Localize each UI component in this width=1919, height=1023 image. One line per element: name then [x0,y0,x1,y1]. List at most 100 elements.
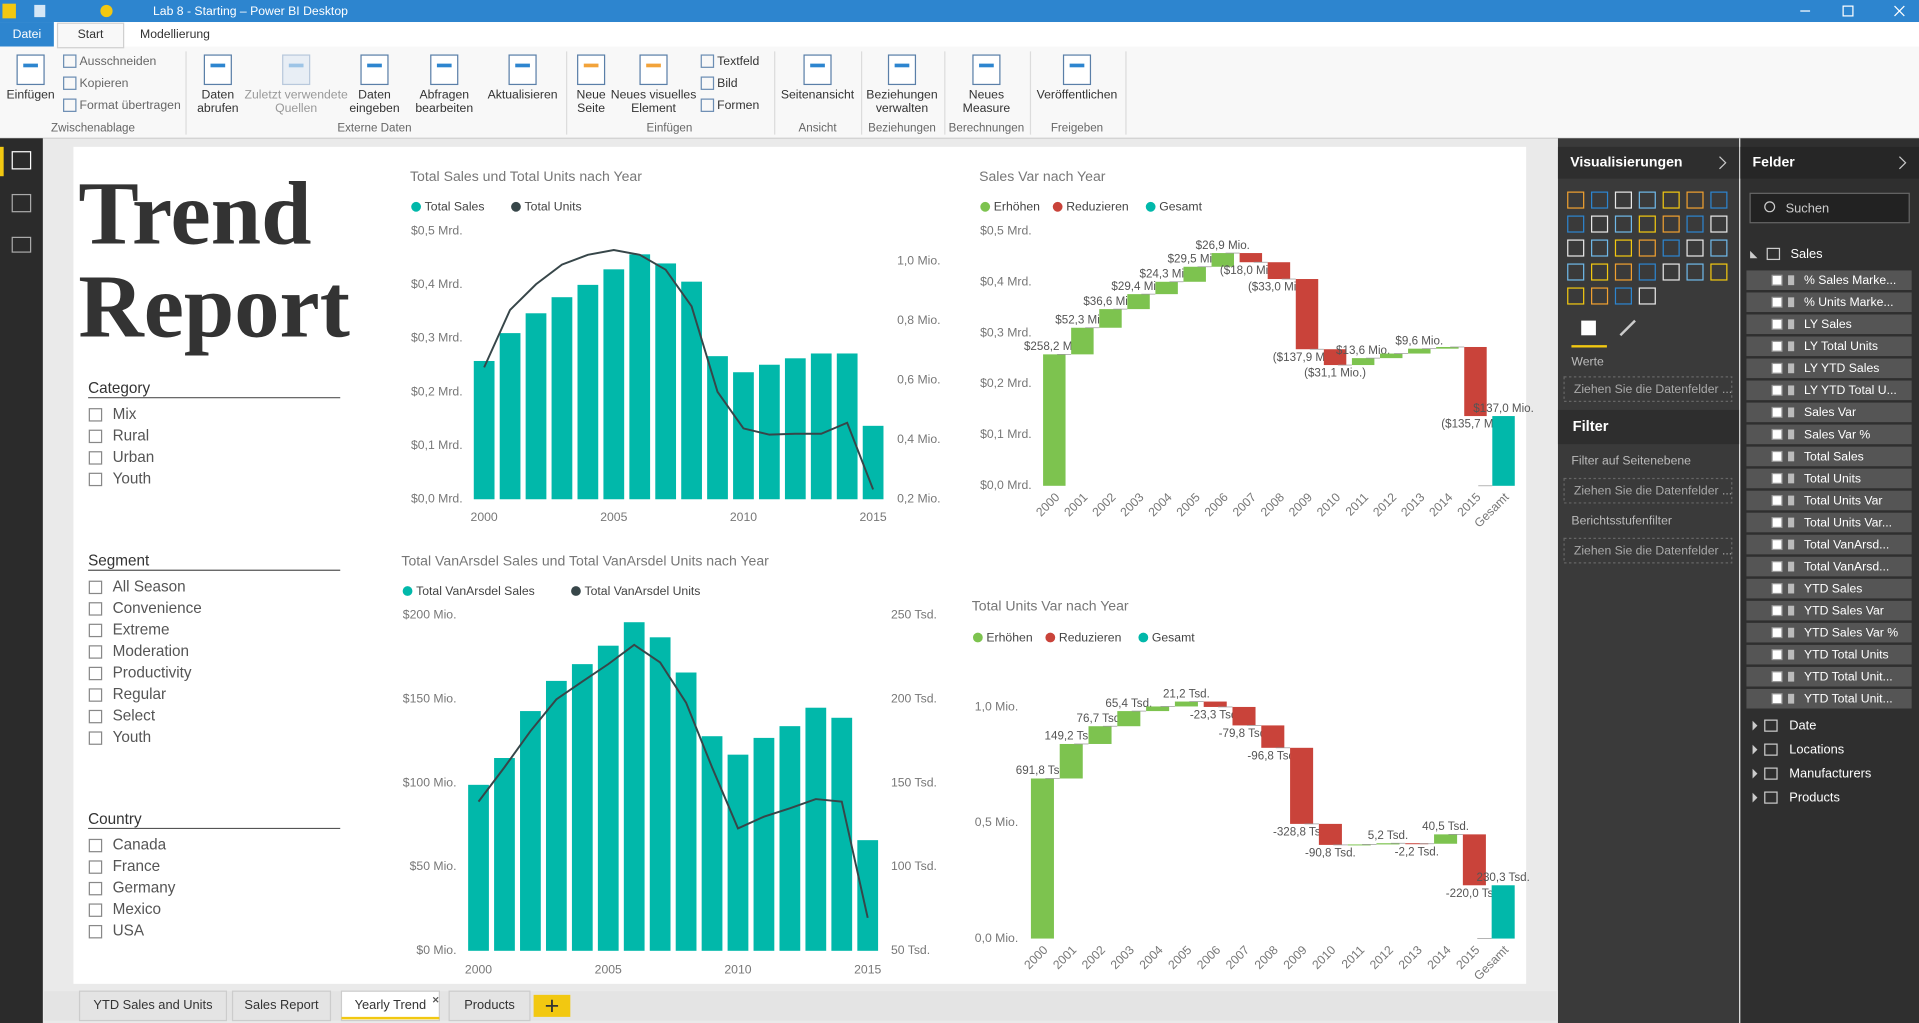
page-tab-label[interactable]: Sales Report [244,997,319,1012]
field-row[interactable] [1746,622,1912,643]
page-tab-label[interactable]: Yearly Trend [355,997,427,1012]
ribbon-small-button[interactable]: Kopieren [80,76,129,90]
field-name[interactable]: LY Sales [1804,317,1852,331]
field-checkbox[interactable] [1771,517,1783,529]
field-name[interactable]: YTD Total Unit... [1804,692,1893,706]
field-name[interactable]: YTD Total Unit... [1804,670,1893,684]
slicer-checkbox[interactable] [88,709,103,724]
ribbon-button-label[interactable]: Beziehungen [866,88,937,102]
field-row[interactable] [1746,600,1912,621]
expand-arrow[interactable] [1752,720,1758,731]
ribbon-button-label[interactable]: eingeben [349,101,399,115]
slicer-item[interactable]: Extreme [113,621,170,638]
field-checkbox[interactable] [1771,450,1783,462]
viz-icon[interactable] [1638,191,1656,209]
ribbon-button-label[interactable]: abrufen [197,101,238,115]
field-name[interactable]: Sales Var % [1804,427,1870,441]
slicer-item[interactable]: Mix [113,406,137,423]
field-checkbox[interactable] [1771,428,1783,440]
viz-icon[interactable] [1591,263,1609,281]
ribbon-small-button[interactable]: Format übertragen [80,98,181,112]
page-tab[interactable] [448,990,531,1022]
slicer-checkbox[interactable] [88,408,103,422]
field-row[interactable] [1746,292,1912,313]
field-row[interactable] [1746,688,1912,709]
field-checkbox[interactable] [1771,384,1783,396]
close[interactable] [1894,5,1905,17]
field-checkbox[interactable] [1771,605,1783,617]
field-checkbox[interactable] [1771,362,1783,374]
viz-icon[interactable] [1567,239,1585,257]
slicer-checkbox[interactable] [88,623,103,638]
ribbon-button-label[interactable]: Quellen [275,101,317,115]
field-name[interactable]: % Sales Marke... [1804,273,1896,287]
slicer-checkbox[interactable] [88,472,103,487]
field-checkbox[interactable] [1771,583,1783,595]
viz-icon[interactable] [1662,215,1680,233]
slicer-item[interactable]: Youth [113,470,152,487]
slicer-checkbox[interactable] [88,881,103,896]
field-checkbox[interactable] [1771,627,1783,639]
slicer-item[interactable]: Germany [113,880,176,897]
viz-icon[interactable] [1686,239,1704,257]
field-row[interactable] [1746,336,1912,357]
field-row[interactable] [1746,468,1912,489]
field-name[interactable]: % Units Marke... [1804,295,1894,309]
viz-icon[interactable] [1710,215,1728,233]
field-row[interactable] [1746,644,1912,665]
file-tab-bg[interactable] [0,22,54,47]
ribbon-button-label[interactable]: bearbeiten [415,101,473,115]
table-name[interactable]: Products [1789,790,1840,805]
viz-icon[interactable] [1710,239,1728,257]
page-tab-label[interactable]: YTD Sales and Units [93,997,212,1012]
viz-icon[interactable] [1614,287,1633,305]
field-row[interactable] [1746,314,1912,335]
search-box[interactable] [1749,192,1910,224]
field-row[interactable] [1746,534,1912,555]
viz-icon[interactable] [1614,239,1633,257]
field-row[interactable] [1746,446,1912,467]
expand-arrow[interactable] [1752,768,1758,779]
viz-icon[interactable] [1686,191,1704,209]
field-row[interactable] [1746,424,1912,445]
expand-arrow[interactable] [1752,744,1758,755]
ribbon-button-label[interactable]: Daten [202,88,235,102]
field-name[interactable]: LY Total Units [1804,339,1878,353]
ribbon-button-label[interactable]: verwalten [876,101,928,115]
field-checkbox[interactable] [1771,406,1783,418]
ribbon-button-label[interactable]: Veröffentlichen [1037,88,1118,102]
viz-icon[interactable] [1567,263,1585,281]
table-name[interactable]: Locations [1789,742,1844,757]
field-name[interactable]: Sales Var [1804,405,1856,419]
field-row[interactable] [1746,512,1912,533]
ribbon-button-label[interactable]: Zuletzt verwendete [245,88,348,102]
field-name[interactable]: LY YTD Sales [1804,361,1879,375]
ribbon-button-label[interactable]: Neues visuelles [611,88,697,102]
viz-icon[interactable] [1567,287,1585,305]
viz-icon[interactable] [1686,263,1704,281]
slicer-checkbox[interactable] [88,838,103,853]
page-tab[interactable] [340,990,440,1022]
slicer-item[interactable]: USA [113,923,145,940]
field-name[interactable]: Total Units Var... [1804,515,1892,529]
ribbon-button-label[interactable]: Daten [358,88,391,102]
field-checkbox[interactable] [1771,274,1783,286]
ribbon-small-button[interactable]: Bild [717,76,738,90]
field-name[interactable]: YTD Total Units [1804,648,1889,662]
slicer-checkbox[interactable] [88,451,103,465]
slicer-item[interactable]: Productivity [113,665,192,682]
field-name[interactable]: Total VanArsd... [1804,559,1889,573]
field-row[interactable] [1746,578,1912,599]
field-name[interactable]: Total VanArsd... [1804,537,1889,551]
slicer-item[interactable]: All Season [113,578,186,595]
viz-icon[interactable] [1710,191,1728,209]
field-row[interactable] [1746,666,1912,687]
slicer-checkbox[interactable] [88,645,103,659]
viz-icon[interactable] [1686,215,1704,233]
slicer-item[interactable]: Moderation [113,643,189,660]
field-name[interactable]: YTD Sales [1804,581,1862,595]
slicer-item[interactable]: Youth [113,729,152,746]
collapse-arrow[interactable] [1719,156,1727,170]
field-name[interactable]: LY YTD Total U... [1804,383,1897,397]
field-name[interactable]: YTD Sales Var [1804,603,1884,617]
